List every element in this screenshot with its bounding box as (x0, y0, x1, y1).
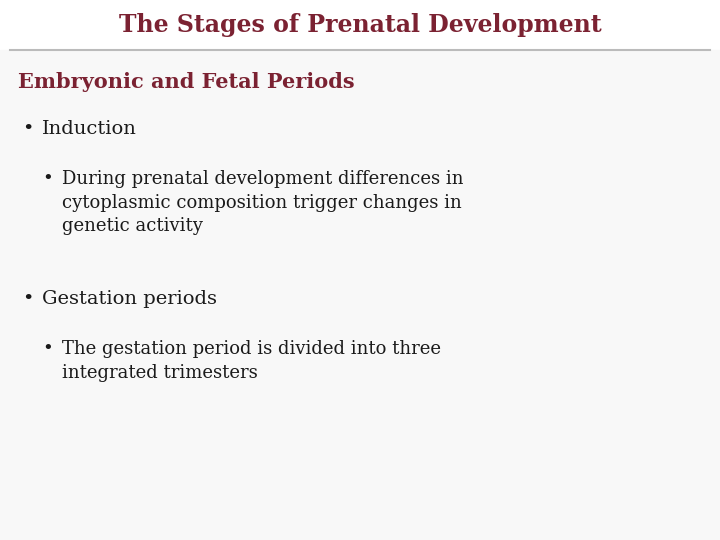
Bar (0, 0, 720, 50)
Text: The Stages of Prenatal Development: The Stages of Prenatal Development (119, 13, 601, 37)
Text: •: • (22, 120, 33, 138)
Text: Induction: Induction (42, 120, 137, 138)
Text: Embryonic and Fetal Periods: Embryonic and Fetal Periods (18, 72, 355, 92)
Text: •: • (22, 290, 33, 308)
Text: •: • (42, 170, 53, 188)
Text: Gestation periods: Gestation periods (42, 290, 217, 308)
Text: The gestation period is divided into three
integrated trimesters: The gestation period is divided into thr… (62, 340, 441, 382)
Text: •: • (42, 340, 53, 358)
Text: During prenatal development differences in
cytoplasmic composition trigger chang: During prenatal development differences … (62, 170, 464, 235)
